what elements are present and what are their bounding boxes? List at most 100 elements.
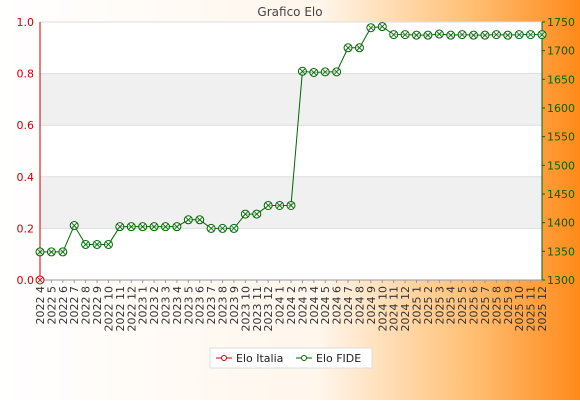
x-axis-tick-label: 2025 1 <box>411 286 424 325</box>
data-point-marker <box>482 32 488 38</box>
data-point-marker <box>139 223 146 230</box>
right-axis-tick-label: 1650 <box>547 73 575 86</box>
data-point-marker <box>368 24 374 31</box>
x-axis-tick-label: 2024 12 <box>399 286 412 332</box>
series-0 <box>35 275 45 285</box>
data-point-marker <box>231 225 237 232</box>
x-axis-tick-label: 2024 4 <box>308 286 321 325</box>
legend-box <box>209 347 373 369</box>
legend-label: Elo FIDE <box>316 352 361 365</box>
right-axis-tick-label: 1600 <box>547 102 575 115</box>
x-axis-tick-label: 2022 7 <box>68 286 81 325</box>
x-axis-tick-label: 2022 9 <box>91 286 104 325</box>
data-point-marker <box>390 31 397 38</box>
data-point-marker <box>493 31 500 38</box>
x-axis-tick-label: 2023 2 <box>148 286 161 325</box>
x-axis-tick-label: 2023 12 <box>262 286 275 332</box>
data-point-marker <box>60 249 66 255</box>
x-axis-tick-label: 2025 7 <box>479 286 492 325</box>
data-point-marker <box>196 217 203 223</box>
data-point-marker <box>470 32 477 38</box>
data-point-marker <box>356 45 363 51</box>
x-axis-tick-label: 2022 5 <box>45 286 58 325</box>
data-point-marker <box>322 69 329 75</box>
x-axis-tick-label: 2023 7 <box>205 286 218 325</box>
x-axis-tick-label: 2025 2 <box>422 286 435 325</box>
x-axis-tick-label: 2024 3 <box>296 286 309 325</box>
legend: Elo Italia Elo FIDE <box>209 347 373 369</box>
data-point-marker <box>82 241 89 248</box>
right-axis-tick-label: 1500 <box>547 159 575 172</box>
right-axis-tick-label: 1750 <box>547 16 575 29</box>
data-point-marker <box>117 223 123 230</box>
data-point-marker <box>162 223 169 230</box>
data-point-marker <box>459 31 465 38</box>
x-axis-tick-label: 2025 3 <box>433 286 446 325</box>
left-axis-tick-label: 0.2 <box>17 222 35 235</box>
data-point-marker <box>94 241 100 248</box>
left-axis-tick-label: 0.0 <box>17 274 35 287</box>
data-point-marker <box>447 32 454 38</box>
data-point-marker <box>436 31 443 37</box>
data-point-marker <box>413 32 420 38</box>
data-point-marker <box>504 32 511 38</box>
left-axis-tick-label: 0.4 <box>17 171 35 184</box>
right-axis-tick-label: 1400 <box>547 217 575 230</box>
data-point-marker <box>37 277 43 283</box>
x-axis-tick-label: 2025 12 <box>536 286 549 332</box>
x-axis-tick-label: 2023 1 <box>137 286 150 325</box>
data-point-marker <box>128 223 135 230</box>
x-axis-tick-label: 2024 1 <box>274 286 287 325</box>
data-point-marker <box>48 249 55 255</box>
data-point-marker <box>288 202 294 209</box>
x-axis-tick-label: 2024 9 <box>365 286 378 325</box>
x-axis-tick-label: 2024 11 <box>388 286 401 332</box>
data-point-marker <box>37 249 43 255</box>
x-axis-tick-label: 2025 5 <box>456 286 469 325</box>
data-point-marker <box>527 31 534 38</box>
right-axis-tick-label: 1300 <box>547 274 575 287</box>
data-point-marker <box>219 225 226 232</box>
x-axis-tick-label: 2023 6 <box>194 286 207 325</box>
x-axis-tick-label: 2023 5 <box>182 286 195 325</box>
data-point-marker <box>105 241 112 248</box>
legend-swatch-marker <box>301 355 307 361</box>
x-axis-tick-label: 2022 10 <box>102 286 115 332</box>
x-axis-tick-label: 2023 11 <box>251 286 264 332</box>
x-axis-tick-label: 2023 8 <box>217 286 230 325</box>
x-axis-tick-label: 2025 10 <box>513 286 526 332</box>
x-axis-tick-label: 2024 6 <box>331 286 344 325</box>
data-point-marker <box>299 68 306 75</box>
data-point-marker <box>174 223 180 230</box>
data-point-marker <box>185 217 192 223</box>
data-point-marker <box>276 202 283 209</box>
data-point-marker <box>71 222 78 229</box>
x-axis-tick-label: 2022 12 <box>125 286 138 332</box>
data-point-marker <box>379 23 386 30</box>
right-axis-tick-label: 1450 <box>547 188 575 201</box>
right-axis-tick-label: 1700 <box>547 45 575 58</box>
left-axis-tick-label: 0.6 <box>17 119 35 132</box>
data-point-marker <box>208 225 214 232</box>
left-axis-tick-label: 1.0 <box>17 16 35 29</box>
legend-label: Elo Italia <box>236 352 283 365</box>
x-axis-tick-label: 2024 10 <box>376 286 389 332</box>
x-axis-tick-label: 2022 8 <box>80 286 93 325</box>
legend-swatch-marker <box>221 355 227 361</box>
x-axis-tick-label: 2024 2 <box>285 286 298 325</box>
data-point-marker <box>151 223 157 230</box>
x-axis-tick-label: 2023 9 <box>228 286 241 325</box>
data-point-marker <box>425 32 431 38</box>
right-axis-tick-label: 1350 <box>547 245 575 258</box>
series-1 <box>35 22 547 257</box>
x-axis-tick-label: 2025 8 <box>490 286 503 325</box>
plot-band-0 <box>40 73 542 126</box>
data-point-marker <box>333 69 340 75</box>
x-axis-tick-label: 2025 4 <box>445 286 458 325</box>
data-point-marker <box>242 211 249 217</box>
data-point-marker <box>311 69 317 76</box>
x-axis-tick-label: 2022 11 <box>114 286 127 332</box>
x-axis-tick-label: 2025 9 <box>502 286 515 325</box>
